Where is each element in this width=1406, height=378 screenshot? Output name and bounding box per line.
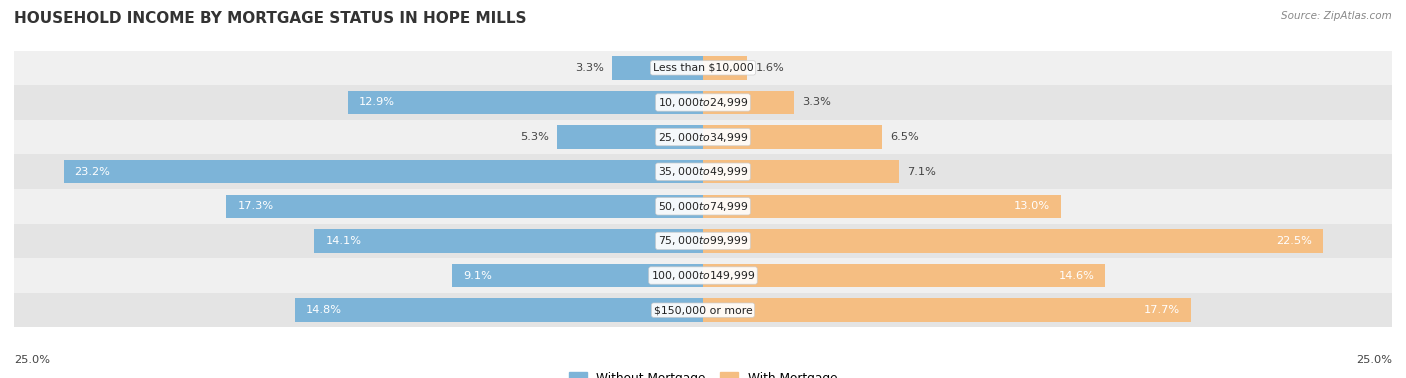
Text: 12.9%: 12.9%	[359, 98, 395, 107]
Bar	[703, 160, 898, 183]
Bar	[453, 264, 703, 287]
Bar	[14, 154, 1392, 189]
Text: 13.0%: 13.0%	[1014, 201, 1050, 211]
Bar	[703, 264, 1105, 287]
Bar	[557, 125, 703, 149]
Text: $10,000 to $24,999: $10,000 to $24,999	[658, 96, 748, 109]
Bar	[703, 125, 882, 149]
Bar	[14, 258, 1392, 293]
Text: 17.7%: 17.7%	[1143, 305, 1180, 315]
Bar	[14, 189, 1392, 224]
Text: 25.0%: 25.0%	[14, 355, 51, 365]
Bar	[14, 224, 1392, 258]
Bar	[14, 85, 1392, 120]
Bar	[14, 51, 1392, 85]
Bar	[612, 56, 703, 80]
Text: $100,000 to $149,999: $100,000 to $149,999	[651, 269, 755, 282]
Text: 17.3%: 17.3%	[238, 201, 273, 211]
Text: 14.1%: 14.1%	[325, 236, 361, 246]
Text: 5.3%: 5.3%	[520, 132, 548, 142]
Text: $35,000 to $49,999: $35,000 to $49,999	[658, 165, 748, 178]
Legend: Without Mortgage, With Mortgage: Without Mortgage, With Mortgage	[564, 367, 842, 378]
Bar	[703, 195, 1062, 218]
Text: 9.1%: 9.1%	[463, 271, 492, 280]
Text: 1.6%: 1.6%	[755, 63, 785, 73]
Text: 25.0%: 25.0%	[1355, 355, 1392, 365]
Text: $50,000 to $74,999: $50,000 to $74,999	[658, 200, 748, 213]
Bar	[315, 229, 703, 253]
Bar	[14, 120, 1392, 154]
Bar	[703, 91, 794, 114]
Text: 6.5%: 6.5%	[890, 132, 920, 142]
Bar	[703, 56, 747, 80]
Text: Less than $10,000: Less than $10,000	[652, 63, 754, 73]
Text: 7.1%: 7.1%	[907, 167, 936, 177]
Bar	[347, 91, 703, 114]
Text: 14.6%: 14.6%	[1059, 271, 1094, 280]
Bar	[295, 298, 703, 322]
Bar	[63, 160, 703, 183]
Text: 23.2%: 23.2%	[75, 167, 111, 177]
Text: 3.3%: 3.3%	[803, 98, 831, 107]
Text: $75,000 to $99,999: $75,000 to $99,999	[658, 234, 748, 248]
Bar	[703, 298, 1191, 322]
Text: $25,000 to $34,999: $25,000 to $34,999	[658, 130, 748, 144]
Text: HOUSEHOLD INCOME BY MORTGAGE STATUS IN HOPE MILLS: HOUSEHOLD INCOME BY MORTGAGE STATUS IN H…	[14, 11, 527, 26]
Text: 14.8%: 14.8%	[307, 305, 342, 315]
Bar	[703, 229, 1323, 253]
Text: 3.3%: 3.3%	[575, 63, 603, 73]
Bar	[14, 293, 1392, 327]
Bar	[226, 195, 703, 218]
Text: $150,000 or more: $150,000 or more	[654, 305, 752, 315]
Text: Source: ZipAtlas.com: Source: ZipAtlas.com	[1281, 11, 1392, 21]
Text: 22.5%: 22.5%	[1277, 236, 1312, 246]
